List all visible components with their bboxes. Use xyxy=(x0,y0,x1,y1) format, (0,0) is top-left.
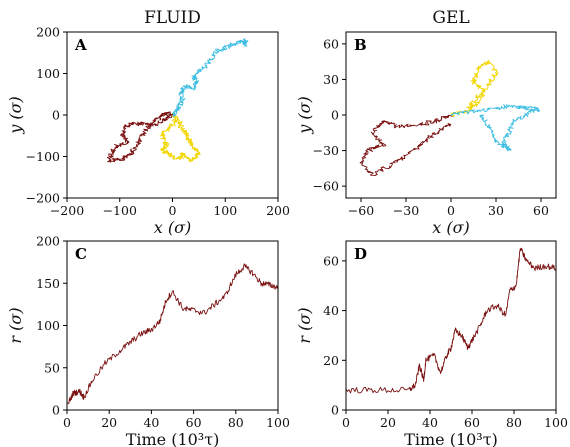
panel-A-xtick-label: −200 xyxy=(50,203,84,218)
panel-B-series-1 xyxy=(450,59,499,118)
panel-B-series-2 xyxy=(450,104,541,152)
panel-D-xtick-label: 0 xyxy=(342,415,350,430)
panel-D-xtick-label: 20 xyxy=(380,415,396,430)
panel-C-xlabel: Time (10³τ) xyxy=(126,430,220,447)
panel-C-xtick-label: 40 xyxy=(143,415,159,430)
panel-D-xtick-label: 60 xyxy=(464,415,480,430)
panel-D-xtick-label: 40 xyxy=(422,415,438,430)
panel-A-series-0 xyxy=(106,111,174,163)
panel-A-series-2 xyxy=(172,38,249,118)
panel-C-xtick-label: 0 xyxy=(63,415,71,430)
panel-C-ytick-label: 50 xyxy=(44,360,60,375)
panel-D-ytick-label: 60 xyxy=(323,253,339,268)
panel-D-ytick-label: 20 xyxy=(323,353,339,368)
panel-A-ytick-label: 200 xyxy=(36,25,60,40)
panel-A-series-1 xyxy=(159,113,201,163)
panel-A-xlabel: x (σ) xyxy=(154,218,192,237)
panel-C-ytick-label: 100 xyxy=(36,318,60,333)
panel-C-ytick-label: 150 xyxy=(36,276,60,291)
panel-C-series-0 xyxy=(67,263,278,405)
panel-A-xtick-label: 200 xyxy=(266,203,290,218)
panel-A-xtick-label: 0 xyxy=(169,203,177,218)
panel-B-xlabel: x (σ) xyxy=(432,218,470,237)
panel-B-ytick-label: −30 xyxy=(313,143,339,158)
panel-A-title: FLUID xyxy=(144,8,201,28)
panel-D-series-0 xyxy=(346,247,556,394)
panel-C-xtick-label: 80 xyxy=(228,415,244,430)
panel-B-title: GEL xyxy=(432,8,469,28)
panel-A-ytick-label: 0 xyxy=(52,108,60,123)
panel-D-ylabel: r (σ) xyxy=(295,307,314,343)
panel-C-xtick-label: 100 xyxy=(266,415,290,430)
panel-A-letter: A xyxy=(74,36,87,54)
panel-B-ytick-label: 60 xyxy=(323,36,339,51)
panel-B-ytick-label: −60 xyxy=(313,179,339,194)
panel-B-xtick-label: 60 xyxy=(533,203,549,218)
panel-A-ytick-label: −100 xyxy=(26,149,60,164)
panel-D-xtick-label: 100 xyxy=(544,415,568,430)
panel-A-xtick-label: −100 xyxy=(103,203,137,218)
panel-A-ytick-label: −200 xyxy=(26,191,60,206)
panel-A-xtick-label: 100 xyxy=(213,203,237,218)
panel-C-ylabel: r (σ) xyxy=(6,307,25,343)
panel-D-xtick-label: 80 xyxy=(506,415,522,430)
panel-D-letter: D xyxy=(354,245,367,263)
panel-B-letter: B xyxy=(354,36,367,54)
panel-D-ytick-label: 0 xyxy=(331,403,339,418)
panel-D-xlabel: Time (10³τ) xyxy=(404,430,498,447)
panel-C-xtick-label: 20 xyxy=(101,415,117,430)
panel-B-xtick-label: 30 xyxy=(488,203,504,218)
panel-B-xtick-label: −30 xyxy=(393,203,419,218)
panel-A-ytick-label: 100 xyxy=(36,66,60,81)
panel-B-xtick-label: −60 xyxy=(348,203,374,218)
panel-B-ytick-label: 0 xyxy=(331,108,339,123)
panel-C-xtick-label: 60 xyxy=(186,415,202,430)
panel-C-ytick-label: 0 xyxy=(52,403,60,418)
panel-B-ytick-label: 30 xyxy=(323,72,339,87)
panel-D-frame xyxy=(345,240,557,411)
panel-C-ytick-label: 200 xyxy=(36,234,60,249)
panel-C-letter: C xyxy=(75,245,87,263)
panel-B-ylabel: y (σ) xyxy=(295,96,314,135)
panel-B-series-0 xyxy=(359,114,454,176)
panel-D-ytick-label: 40 xyxy=(323,303,339,318)
panel-A-ylabel: y (σ) xyxy=(6,96,25,135)
panel-B-xtick-label: 0 xyxy=(447,203,455,218)
